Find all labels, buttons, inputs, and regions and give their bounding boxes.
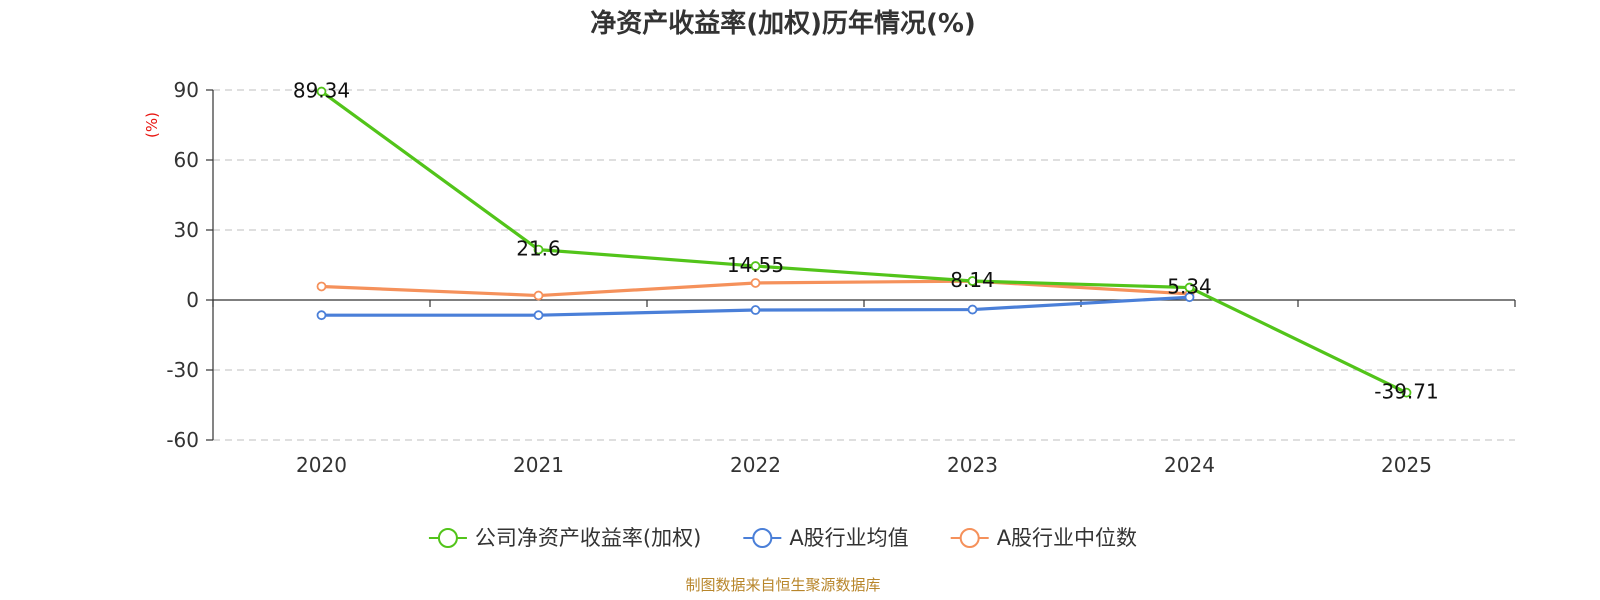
- legend-marker-icon: [959, 528, 980, 548]
- data-point: [316, 86, 327, 97]
- legend-label: 公司净资产收益率(加权): [475, 526, 701, 550]
- axes: 90 60 30 0 -30 -60 2020 2021 2022 2023 2024 2025: [166, 78, 1516, 477]
- y-tick-label: 60: [174, 148, 199, 172]
- y-tick-label: 90: [174, 78, 199, 102]
- data-point: [1184, 292, 1195, 303]
- data-point: [1184, 282, 1195, 293]
- series-lines: [316, 86, 1412, 398]
- data-label: 5.34: [1167, 275, 1212, 299]
- data-point: [316, 281, 327, 292]
- data-label: -39.71: [1374, 380, 1438, 404]
- grid-lines: [213, 89, 1515, 441]
- legend-marker-icon: [752, 528, 773, 548]
- x-tick-label: 2023: [947, 453, 998, 477]
- y-tick-label: 0: [186, 288, 199, 312]
- x-tick-label: 2024: [1164, 453, 1215, 477]
- y-axis-label: (%): [143, 112, 161, 138]
- data-labels: 89.34 21.6 14.55 8.14 5.34 -39.71: [293, 79, 1439, 404]
- data-point: [750, 278, 761, 288]
- legend: 公司净资产收益率(加权) A股行业均值 A股行业中位数: [428, 526, 1137, 550]
- x-tick-label: 2022: [730, 453, 781, 477]
- source-note: 制图数据来自恒生聚源数据库: [685, 576, 880, 594]
- legend-label: A股行业均值: [789, 526, 908, 550]
- series-line: [320, 90, 1408, 395]
- data-point: [533, 310, 544, 321]
- data-point: [750, 261, 761, 271]
- data-point: [967, 276, 978, 286]
- data-point: [316, 310, 327, 321]
- data-point: [533, 244, 544, 255]
- x-tick-label: 2021: [513, 453, 564, 477]
- data-label: 21.6: [516, 237, 561, 261]
- data-point: [750, 305, 761, 315]
- y-tick-label: -60: [166, 428, 199, 452]
- legend-marker-icon: [437, 528, 458, 548]
- x-tick-label: 2025: [1381, 453, 1432, 477]
- data-label: 8.14: [950, 268, 995, 292]
- chart-title: 净资产收益率(加权)历年情况(%): [590, 8, 976, 39]
- data-point: [967, 304, 978, 315]
- data-point: [1401, 387, 1412, 398]
- legend-label: A股行业中位数: [997, 526, 1137, 550]
- y-tick-label: 30: [174, 218, 199, 242]
- data-label: 14.55: [727, 253, 784, 277]
- data-point: [533, 290, 544, 301]
- data-label: 89.34: [293, 79, 350, 103]
- x-tick-label: 2020: [296, 453, 347, 477]
- y-tick-label: -30: [166, 358, 199, 382]
